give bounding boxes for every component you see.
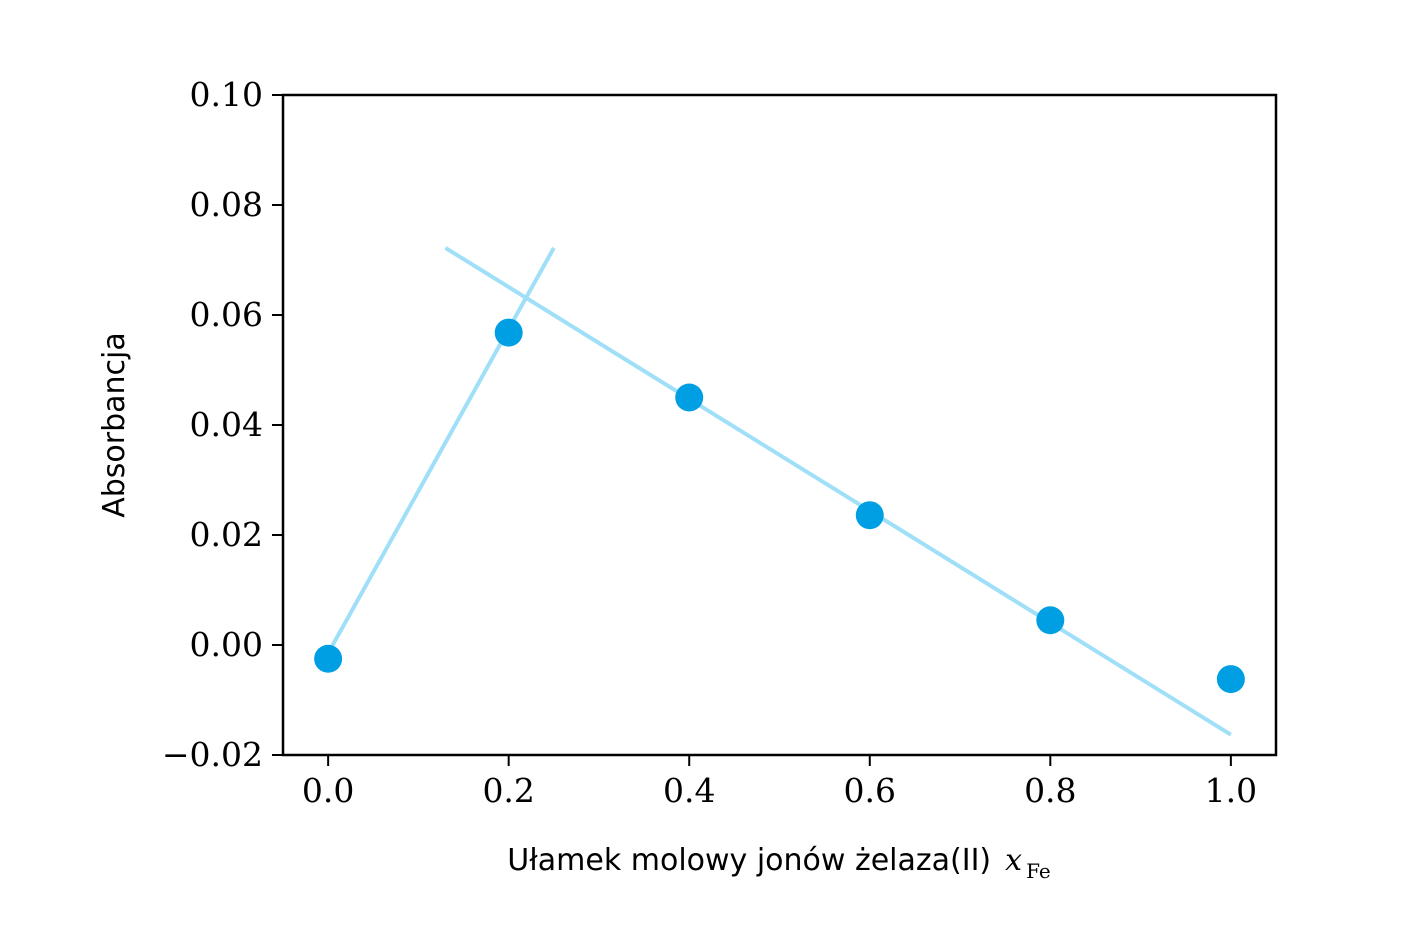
- fit-lines-layer: [326, 246, 1232, 737]
- y-tick-label: 0.04: [190, 405, 263, 444]
- data-points-layer: [314, 318, 1245, 694]
- x-tick-label: 0.0: [302, 771, 354, 810]
- data-point-1: [314, 644, 343, 673]
- y-tick-label: −0.02: [162, 735, 263, 774]
- x-tick-label: 0.8: [1024, 771, 1076, 810]
- x-axis-label-text: Ułamek molowy jonów żelaza(II): [507, 843, 991, 878]
- data-point-5: [1036, 606, 1065, 635]
- x-axis-label-symbol: x: [1005, 843, 1022, 878]
- fit-line-1: [326, 246, 556, 655]
- x-tick-label: 1.0: [1205, 771, 1257, 810]
- y-axis-ticks: −0.02 0.00 0.02 0.04 0.06 0.08 0.10: [162, 75, 283, 774]
- y-tick-label: 0.08: [190, 185, 263, 224]
- x-tick-label: 0.2: [482, 771, 534, 810]
- y-axis-label: Absorbancja: [97, 332, 132, 518]
- plot-frame: [281, 93, 1278, 757]
- data-point-6: [1216, 665, 1245, 694]
- x-axis-label-subscript: Fe: [1026, 859, 1051, 883]
- x-tick-label: 0.4: [663, 771, 715, 810]
- y-tick-label: 0.02: [190, 515, 263, 554]
- data-point-4: [855, 501, 884, 530]
- y-tick-label: 0.06: [190, 295, 263, 334]
- y-tick-label: 0.10: [190, 75, 263, 114]
- x-tick-label: 0.6: [844, 771, 896, 810]
- fit-line-2: [444, 246, 1232, 737]
- data-point-3: [675, 383, 704, 412]
- data-point-2: [494, 318, 523, 347]
- x-axis-label: Ułamek molowy jonów żelaza(II) x Fe: [507, 843, 1050, 883]
- y-tick-label: 0.00: [190, 625, 263, 664]
- x-axis-ticks: 0.0 0.2 0.4 0.6 0.8 1.0: [302, 755, 1257, 810]
